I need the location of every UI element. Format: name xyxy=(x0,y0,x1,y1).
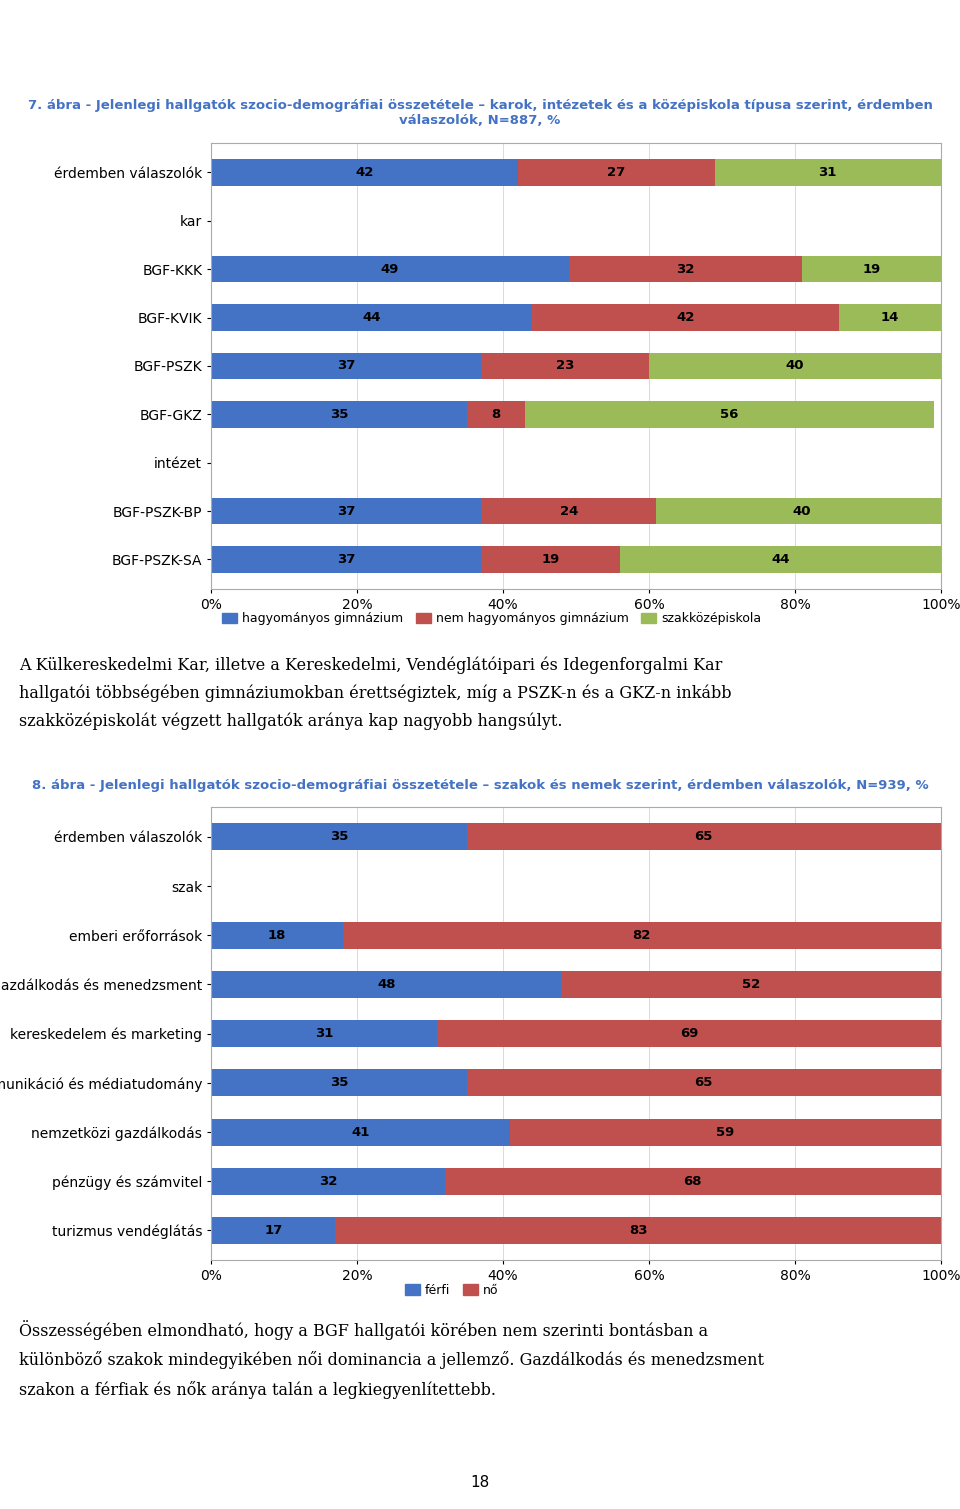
Bar xyxy=(211,824,467,851)
Text: 18: 18 xyxy=(268,928,286,942)
Text: 31: 31 xyxy=(315,1028,333,1040)
Text: 24: 24 xyxy=(560,504,578,518)
Text: 32: 32 xyxy=(676,263,695,276)
Bar xyxy=(649,353,941,379)
Bar xyxy=(481,498,657,525)
Bar xyxy=(620,546,941,573)
Bar xyxy=(211,305,532,330)
Bar xyxy=(467,401,525,427)
Text: 37: 37 xyxy=(337,359,355,373)
Text: 69: 69 xyxy=(680,1028,698,1040)
Bar xyxy=(568,257,803,282)
Text: 37: 37 xyxy=(337,552,355,566)
Bar xyxy=(211,158,517,186)
Text: 8: 8 xyxy=(492,407,500,421)
Text: 42: 42 xyxy=(355,166,373,180)
Text: 7. ábra - Jelenlegi hallgatók szocio-demográfiai összetétele – karok, intézetek : 7. ábra - Jelenlegi hallgatók szocio-dem… xyxy=(28,100,932,127)
Bar xyxy=(211,1070,467,1097)
Text: 52: 52 xyxy=(742,978,760,991)
Bar xyxy=(211,353,481,379)
Text: 49: 49 xyxy=(381,263,399,276)
Text: 18: 18 xyxy=(470,1476,490,1489)
Text: 35: 35 xyxy=(329,830,348,844)
Text: 40: 40 xyxy=(785,359,804,373)
Text: 48: 48 xyxy=(377,978,396,991)
Text: 19: 19 xyxy=(541,552,560,566)
Text: A Külkereskedelmi Kar, illetve a Kereskedelmi, Vendéglátóipari és Idegenforgalmi: A Külkereskedelmi Kar, illetve a Kereske… xyxy=(19,656,732,730)
Bar xyxy=(211,1168,444,1195)
Bar xyxy=(657,498,948,525)
Bar xyxy=(532,305,839,330)
Text: 59: 59 xyxy=(716,1126,734,1139)
Text: 17: 17 xyxy=(264,1224,282,1237)
Legend: férfi, nő: férfi, nő xyxy=(400,1278,503,1302)
Text: 82: 82 xyxy=(633,928,651,942)
Text: 19: 19 xyxy=(862,263,880,276)
Bar xyxy=(211,970,562,997)
Text: 14: 14 xyxy=(880,311,899,324)
Text: 31: 31 xyxy=(819,166,837,180)
Bar xyxy=(343,922,941,949)
Text: 44: 44 xyxy=(363,311,381,324)
Text: Összességében elmondható, hogy a BGF hallgatói körében nem szerinti bontásban a
: Összességében elmondható, hogy a BGF hal… xyxy=(19,1320,764,1399)
Bar xyxy=(211,257,568,282)
Bar xyxy=(467,1070,941,1097)
Legend: hagyományos gimnázium, nem hagyományos gimnázium, szakközépiskola: hagyományos gimnázium, nem hagyományos g… xyxy=(218,607,767,631)
Text: 37: 37 xyxy=(337,504,355,518)
Bar xyxy=(438,1020,941,1047)
Text: 83: 83 xyxy=(629,1224,647,1237)
Bar xyxy=(335,1216,941,1243)
Bar xyxy=(511,1118,941,1145)
Bar xyxy=(211,1020,438,1047)
Bar xyxy=(211,1216,335,1243)
Bar xyxy=(525,401,933,427)
Bar xyxy=(211,498,481,525)
Bar xyxy=(481,353,649,379)
Text: 27: 27 xyxy=(607,166,625,180)
Text: 35: 35 xyxy=(329,1076,348,1089)
Text: 41: 41 xyxy=(351,1126,370,1139)
Text: 65: 65 xyxy=(694,830,713,844)
Text: 23: 23 xyxy=(556,359,574,373)
Text: 32: 32 xyxy=(319,1176,337,1188)
Bar xyxy=(714,158,941,186)
Text: 40: 40 xyxy=(793,504,811,518)
Bar xyxy=(467,824,941,851)
Bar xyxy=(211,401,467,427)
Bar xyxy=(803,257,941,282)
Text: 42: 42 xyxy=(676,311,695,324)
Bar xyxy=(517,158,714,186)
Text: 56: 56 xyxy=(720,407,738,421)
Bar xyxy=(839,305,941,330)
Text: 35: 35 xyxy=(329,407,348,421)
Bar xyxy=(481,546,620,573)
Bar xyxy=(211,546,481,573)
Text: 44: 44 xyxy=(771,552,789,566)
Text: 68: 68 xyxy=(684,1176,702,1188)
Bar xyxy=(444,1168,941,1195)
Text: 65: 65 xyxy=(694,1076,713,1089)
Text: 8. ábra - Jelenlegi hallgatók szocio-demográfiai összetétele – szakok és nemek s: 8. ábra - Jelenlegi hallgatók szocio-dem… xyxy=(32,779,928,792)
Bar xyxy=(211,1118,511,1145)
Bar xyxy=(211,922,343,949)
Bar xyxy=(562,970,941,997)
